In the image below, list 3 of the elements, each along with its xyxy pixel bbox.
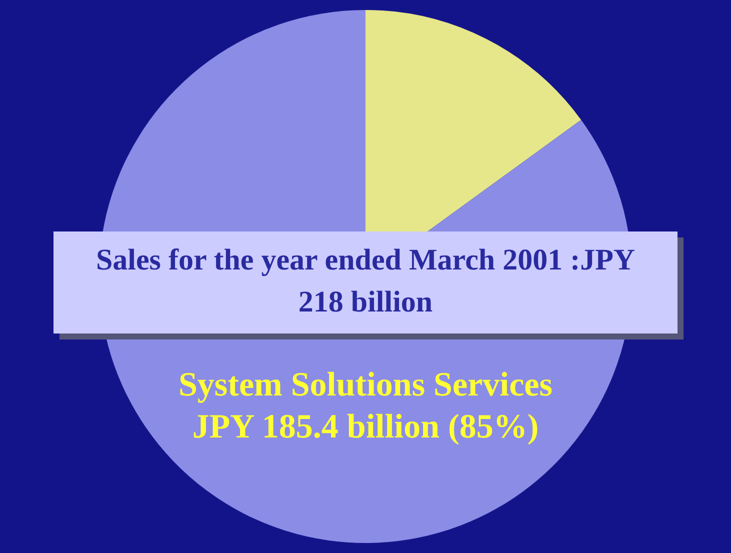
text: Sales for the year ended March 2001 :JPY 218 billion: [96, 243, 636, 318]
data-label: JPY 185.4 billion (85%): [192, 408, 539, 446]
slice-label: System Solutions Services: [178, 366, 552, 404]
